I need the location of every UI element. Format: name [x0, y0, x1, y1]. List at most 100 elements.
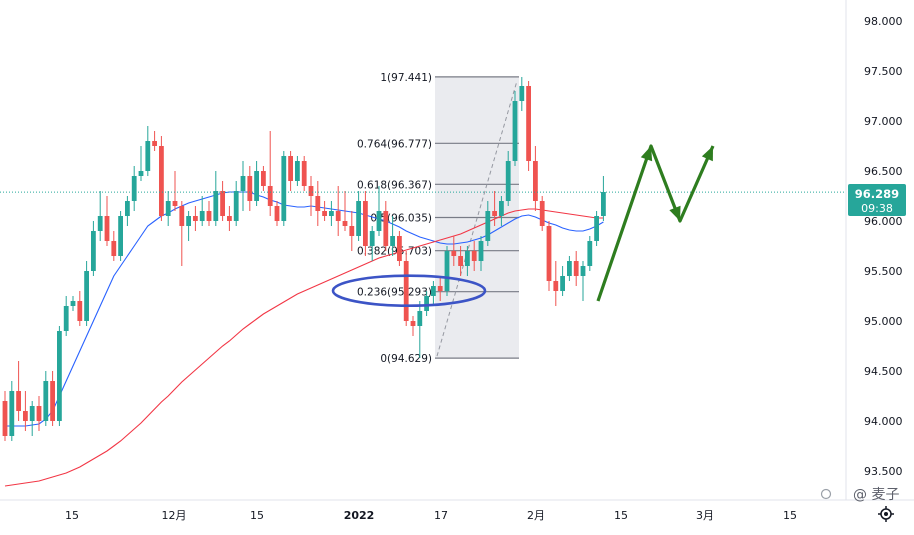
- fibonacci-retracement[interactable]: 1(97.441)0.764(96.777)0.618(96.367)0.5(9…: [357, 72, 519, 365]
- x-tick-label: 2月: [527, 509, 545, 522]
- candle-up: [9, 391, 15, 436]
- candle-up: [63, 306, 69, 331]
- candle-down: [111, 241, 117, 256]
- candle-up: [356, 201, 361, 236]
- candle-down: [77, 301, 83, 321]
- candle-down: [322, 211, 327, 216]
- x-tick-label: 17: [434, 509, 448, 522]
- candle-up: [29, 406, 35, 421]
- current-price-value: 96.289: [855, 187, 899, 201]
- y-tick-label: 95.500: [864, 265, 903, 278]
- time-axis[interactable]: 15 12月 15 2022 17 2月 15 3月 15: [65, 509, 797, 522]
- bar-countdown: 09:38: [861, 202, 893, 215]
- candle-up: [240, 176, 246, 191]
- y-tick-label: 97.000: [864, 115, 903, 128]
- candle-down: [451, 251, 457, 256]
- candle-down: [159, 146, 164, 216]
- candle-up: [390, 236, 395, 246]
- fib-trend-line: [436, 80, 518, 357]
- candle-up: [485, 211, 491, 241]
- candle-up: [70, 301, 76, 306]
- candle-down: [437, 286, 443, 291]
- fast-ma-line: [5, 191, 604, 427]
- highlight-ellipse: [331, 274, 487, 308]
- candle-up: [376, 211, 382, 231]
- candle-up: [431, 286, 436, 296]
- candle-down: [410, 321, 416, 326]
- candle-up: [567, 261, 572, 276]
- candle-down: [397, 236, 402, 261]
- candle-down: [23, 411, 28, 421]
- candle-down: [220, 191, 225, 216]
- candle-up: [444, 251, 450, 291]
- current-price-badge: [848, 184, 906, 216]
- x-tick-label: 15: [65, 509, 79, 522]
- candle-up: [417, 311, 423, 326]
- arrowhead-up-icon: [640, 146, 653, 162]
- candle-down: [104, 216, 110, 241]
- candle-down: [301, 161, 307, 186]
- candle-up: [594, 216, 599, 241]
- candle-up: [295, 161, 300, 181]
- candle-up: [254, 171, 259, 201]
- candle-up: [145, 141, 151, 171]
- candle-down: [335, 211, 341, 221]
- candle-up: [138, 171, 144, 176]
- candle-down: [267, 186, 273, 206]
- candles: [2, 77, 606, 441]
- current-price-tag: 96.289 09:38: [848, 184, 906, 216]
- annotations: [0, 144, 846, 308]
- candle-down: [152, 141, 157, 146]
- candle-down: [308, 186, 314, 196]
- x-tick-label: 3月: [696, 509, 714, 522]
- candle-up: [97, 216, 103, 231]
- candle-down: [573, 261, 579, 276]
- watermark-icon: [820, 488, 832, 500]
- y-tick-label: 93.500: [864, 465, 903, 478]
- candle-up: [165, 201, 171, 216]
- candle-up: [329, 211, 334, 216]
- candle-down: [546, 226, 552, 281]
- projection-path: [596, 144, 715, 302]
- candle-down: [206, 211, 212, 221]
- candle-up: [519, 86, 525, 101]
- fib-level-label: 0.764(96.777): [357, 138, 432, 150]
- candle-down: [193, 216, 198, 221]
- candle-down: [247, 176, 253, 201]
- fib-level-label: 0.618(96.367): [357, 179, 432, 191]
- candle-down: [471, 251, 477, 261]
- candle-up: [499, 201, 504, 216]
- settings-gear-icon[interactable]: [878, 506, 894, 522]
- candle-down: [315, 196, 321, 211]
- candle-up: [131, 176, 137, 201]
- candle-up: [512, 101, 518, 161]
- fib-level-label: 0.382(95.703): [357, 246, 432, 258]
- y-tick-label: 95.000: [864, 315, 903, 328]
- price-axis[interactable]: 93.500 94.000 94.500 95.000 95.500 96.000 96.5…: [864, 15, 903, 478]
- candle-down: [288, 156, 293, 181]
- x-tick-label: 2022: [344, 509, 375, 522]
- candle-up: [233, 191, 239, 221]
- candle-up: [213, 191, 219, 221]
- candle-down: [342, 221, 348, 226]
- candle-up: [505, 161, 511, 201]
- candle-up: [186, 216, 191, 226]
- y-tick-label: 98.000: [864, 15, 903, 28]
- y-tick-label: 96.500: [864, 165, 903, 178]
- watermark-text: @ 麦子: [853, 487, 899, 503]
- x-tick-label: 15: [614, 509, 628, 522]
- arrowhead-up-icon: [701, 146, 713, 162]
- candle-down: [458, 256, 463, 266]
- candle-down: [363, 201, 368, 246]
- candle-up: [478, 241, 484, 261]
- y-tick-label: 96.000: [864, 215, 903, 228]
- candle-up: [57, 331, 62, 421]
- candle-down: [16, 391, 21, 411]
- candle-down: [539, 201, 545, 226]
- candle-up: [587, 241, 593, 266]
- candle-down: [533, 161, 538, 201]
- candle-up: [43, 381, 49, 421]
- y-tick-label: 97.500: [864, 65, 903, 78]
